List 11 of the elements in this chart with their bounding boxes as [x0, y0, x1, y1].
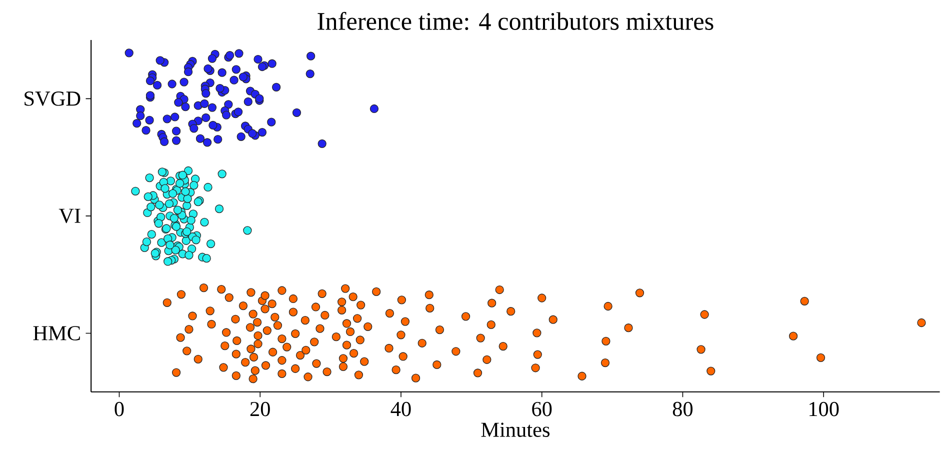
x-tick-label: 100: [810, 402, 839, 416]
y-tick-label: HMC: [33, 326, 80, 340]
x-tick-label: 80: [672, 402, 693, 416]
x-tick-label: 20: [250, 402, 270, 416]
y-tick-label: VI: [58, 208, 80, 224]
chart-title: Inference time: 4 contributors mixtures: [318, 12, 714, 30]
x-axis-title: Minutes: [481, 422, 550, 437]
y-tick-label: SVGD: [24, 92, 80, 106]
x-tick-label: 40: [390, 402, 411, 416]
x-tick-label: 0: [114, 402, 124, 416]
x-tick-label: 60: [532, 402, 552, 416]
